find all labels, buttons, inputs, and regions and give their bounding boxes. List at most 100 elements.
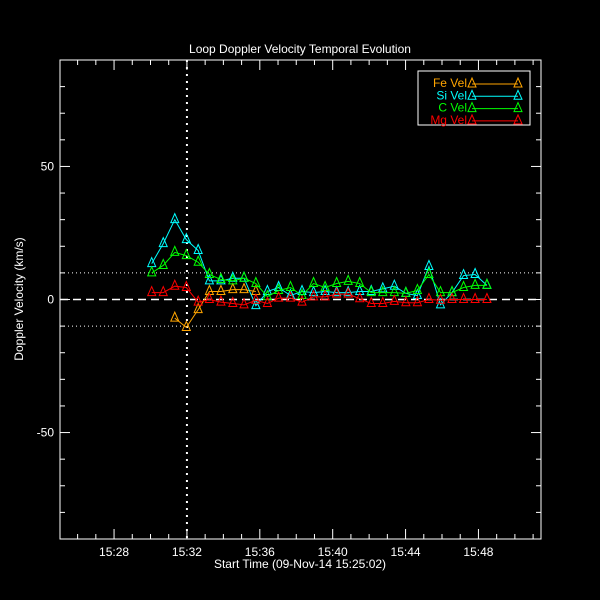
x-tick-label: 15:32	[172, 545, 202, 559]
mg-vel-point	[320, 289, 330, 301]
mg-vel-point	[458, 292, 469, 303]
c-vel-point	[228, 273, 238, 285]
mg-vel-point	[435, 293, 446, 304]
si-vel-point	[297, 284, 307, 296]
legend-marker-fe-vel	[467, 76, 477, 88]
c-vel-point	[412, 283, 423, 294]
fe-vel-point	[239, 282, 249, 294]
si-vel-point	[158, 236, 169, 248]
mg-vel-series	[146, 278, 492, 309]
legend-marker-mg-vel	[467, 113, 477, 125]
si-vel-point	[181, 232, 192, 244]
si-vel-line	[151, 218, 488, 307]
legend-marker-c-vel	[467, 101, 477, 113]
si-vel-point	[354, 284, 365, 296]
fe-vel-line	[174, 289, 256, 329]
y-tick-label: 50	[41, 159, 55, 173]
mg-vel-point	[158, 285, 169, 297]
fe-vel-point	[228, 282, 238, 294]
c-vel-point	[343, 274, 353, 285]
si-vel-point	[251, 298, 261, 310]
c-vel-point	[354, 276, 365, 288]
c-vel-point	[193, 255, 203, 266]
fe-vel-point	[216, 284, 226, 296]
mg-vel-point	[401, 295, 411, 307]
fe-vel-point	[181, 320, 192, 331]
mg-vel-point	[239, 297, 249, 309]
c-vel-point	[216, 272, 226, 284]
fe-vel-point	[170, 310, 180, 322]
c-vel-point	[424, 267, 434, 278]
c-vel-point	[146, 265, 157, 277]
x-tick-label: 15:40	[318, 545, 348, 559]
c-vel-point	[273, 283, 284, 294]
mg-vel-point	[273, 290, 284, 302]
c-vel-point	[435, 285, 446, 297]
c-vel-line	[151, 251, 487, 298]
legend-marker-fe-vel	[513, 76, 523, 88]
si-vel-series	[146, 212, 492, 310]
mg-vel-line	[151, 285, 487, 306]
y-axis-label: Doppler Velocity (km/s)	[12, 237, 26, 360]
c-vel-point	[251, 276, 261, 288]
mg-vel-point	[204, 292, 215, 303]
c-vel-point	[204, 267, 215, 278]
mg-vel-point	[424, 292, 434, 303]
si-vel-point	[170, 212, 180, 224]
c-vel-point	[181, 248, 192, 260]
c-vel-point	[470, 278, 480, 289]
fe-vel-point	[193, 302, 203, 314]
mg-vel-point	[447, 292, 457, 303]
si-vel-point	[378, 281, 388, 293]
si-vel-point	[470, 267, 480, 278]
c-vel-point	[482, 278, 492, 289]
legend-label-si-vel: Si Vel	[436, 88, 467, 102]
mg-vel-point	[262, 296, 273, 307]
si-vel-point	[389, 278, 400, 290]
c-vel-point	[158, 258, 169, 269]
x-tick-label: 15:36	[245, 545, 275, 559]
y-tick-label: 0	[47, 293, 54, 307]
mg-vel-point	[251, 293, 261, 304]
legend-label-fe-vel: Fe Vel	[433, 76, 467, 90]
c-vel-point	[297, 288, 307, 300]
mg-vel-point	[297, 294, 307, 306]
mg-vel-point	[470, 292, 480, 303]
mg-vel-point	[181, 280, 192, 292]
c-vel-point	[366, 285, 377, 297]
legend-marker-mg-vel	[513, 113, 523, 125]
legend-marker-si-vel	[467, 89, 477, 100]
mg-vel-point	[216, 294, 226, 306]
c-vel-point	[170, 245, 180, 256]
mg-vel-point	[146, 285, 157, 297]
si-vel-point	[412, 288, 423, 300]
c-vel-point	[458, 280, 469, 292]
si-vel-point	[308, 285, 319, 297]
axes: -50 0 50 15:28 15:32 15:36 15:40 15:44 15:48	[37, 59, 542, 559]
mg-vel-point	[285, 290, 296, 302]
chart-title: Loop Doppler Velocity Temporal Evolution	[189, 42, 411, 56]
c-vel-point	[262, 289, 273, 301]
c-vel-point	[378, 285, 388, 297]
mg-vel-point	[308, 289, 319, 301]
si-vel-point	[193, 243, 203, 255]
y-tick-label: -50	[37, 426, 55, 440]
legend-marker-c-vel	[513, 101, 523, 113]
mg-vel-point	[228, 296, 238, 307]
si-vel-point	[458, 268, 469, 280]
mg-vel-point	[482, 292, 492, 303]
legend-label-c-vel: C Vel	[438, 101, 467, 115]
c-vel-point	[447, 285, 457, 297]
mg-vel-point	[170, 278, 180, 290]
x-tick-label: 15:28	[99, 545, 129, 559]
si-vel-point	[331, 285, 342, 297]
mg-vel-point	[366, 296, 377, 307]
c-vel-point	[331, 276, 342, 288]
si-vel-point	[262, 284, 273, 296]
si-vel-point	[204, 273, 215, 285]
mg-vel-point	[354, 291, 365, 303]
mg-vel-point	[389, 294, 400, 305]
legend-box	[417, 70, 531, 126]
